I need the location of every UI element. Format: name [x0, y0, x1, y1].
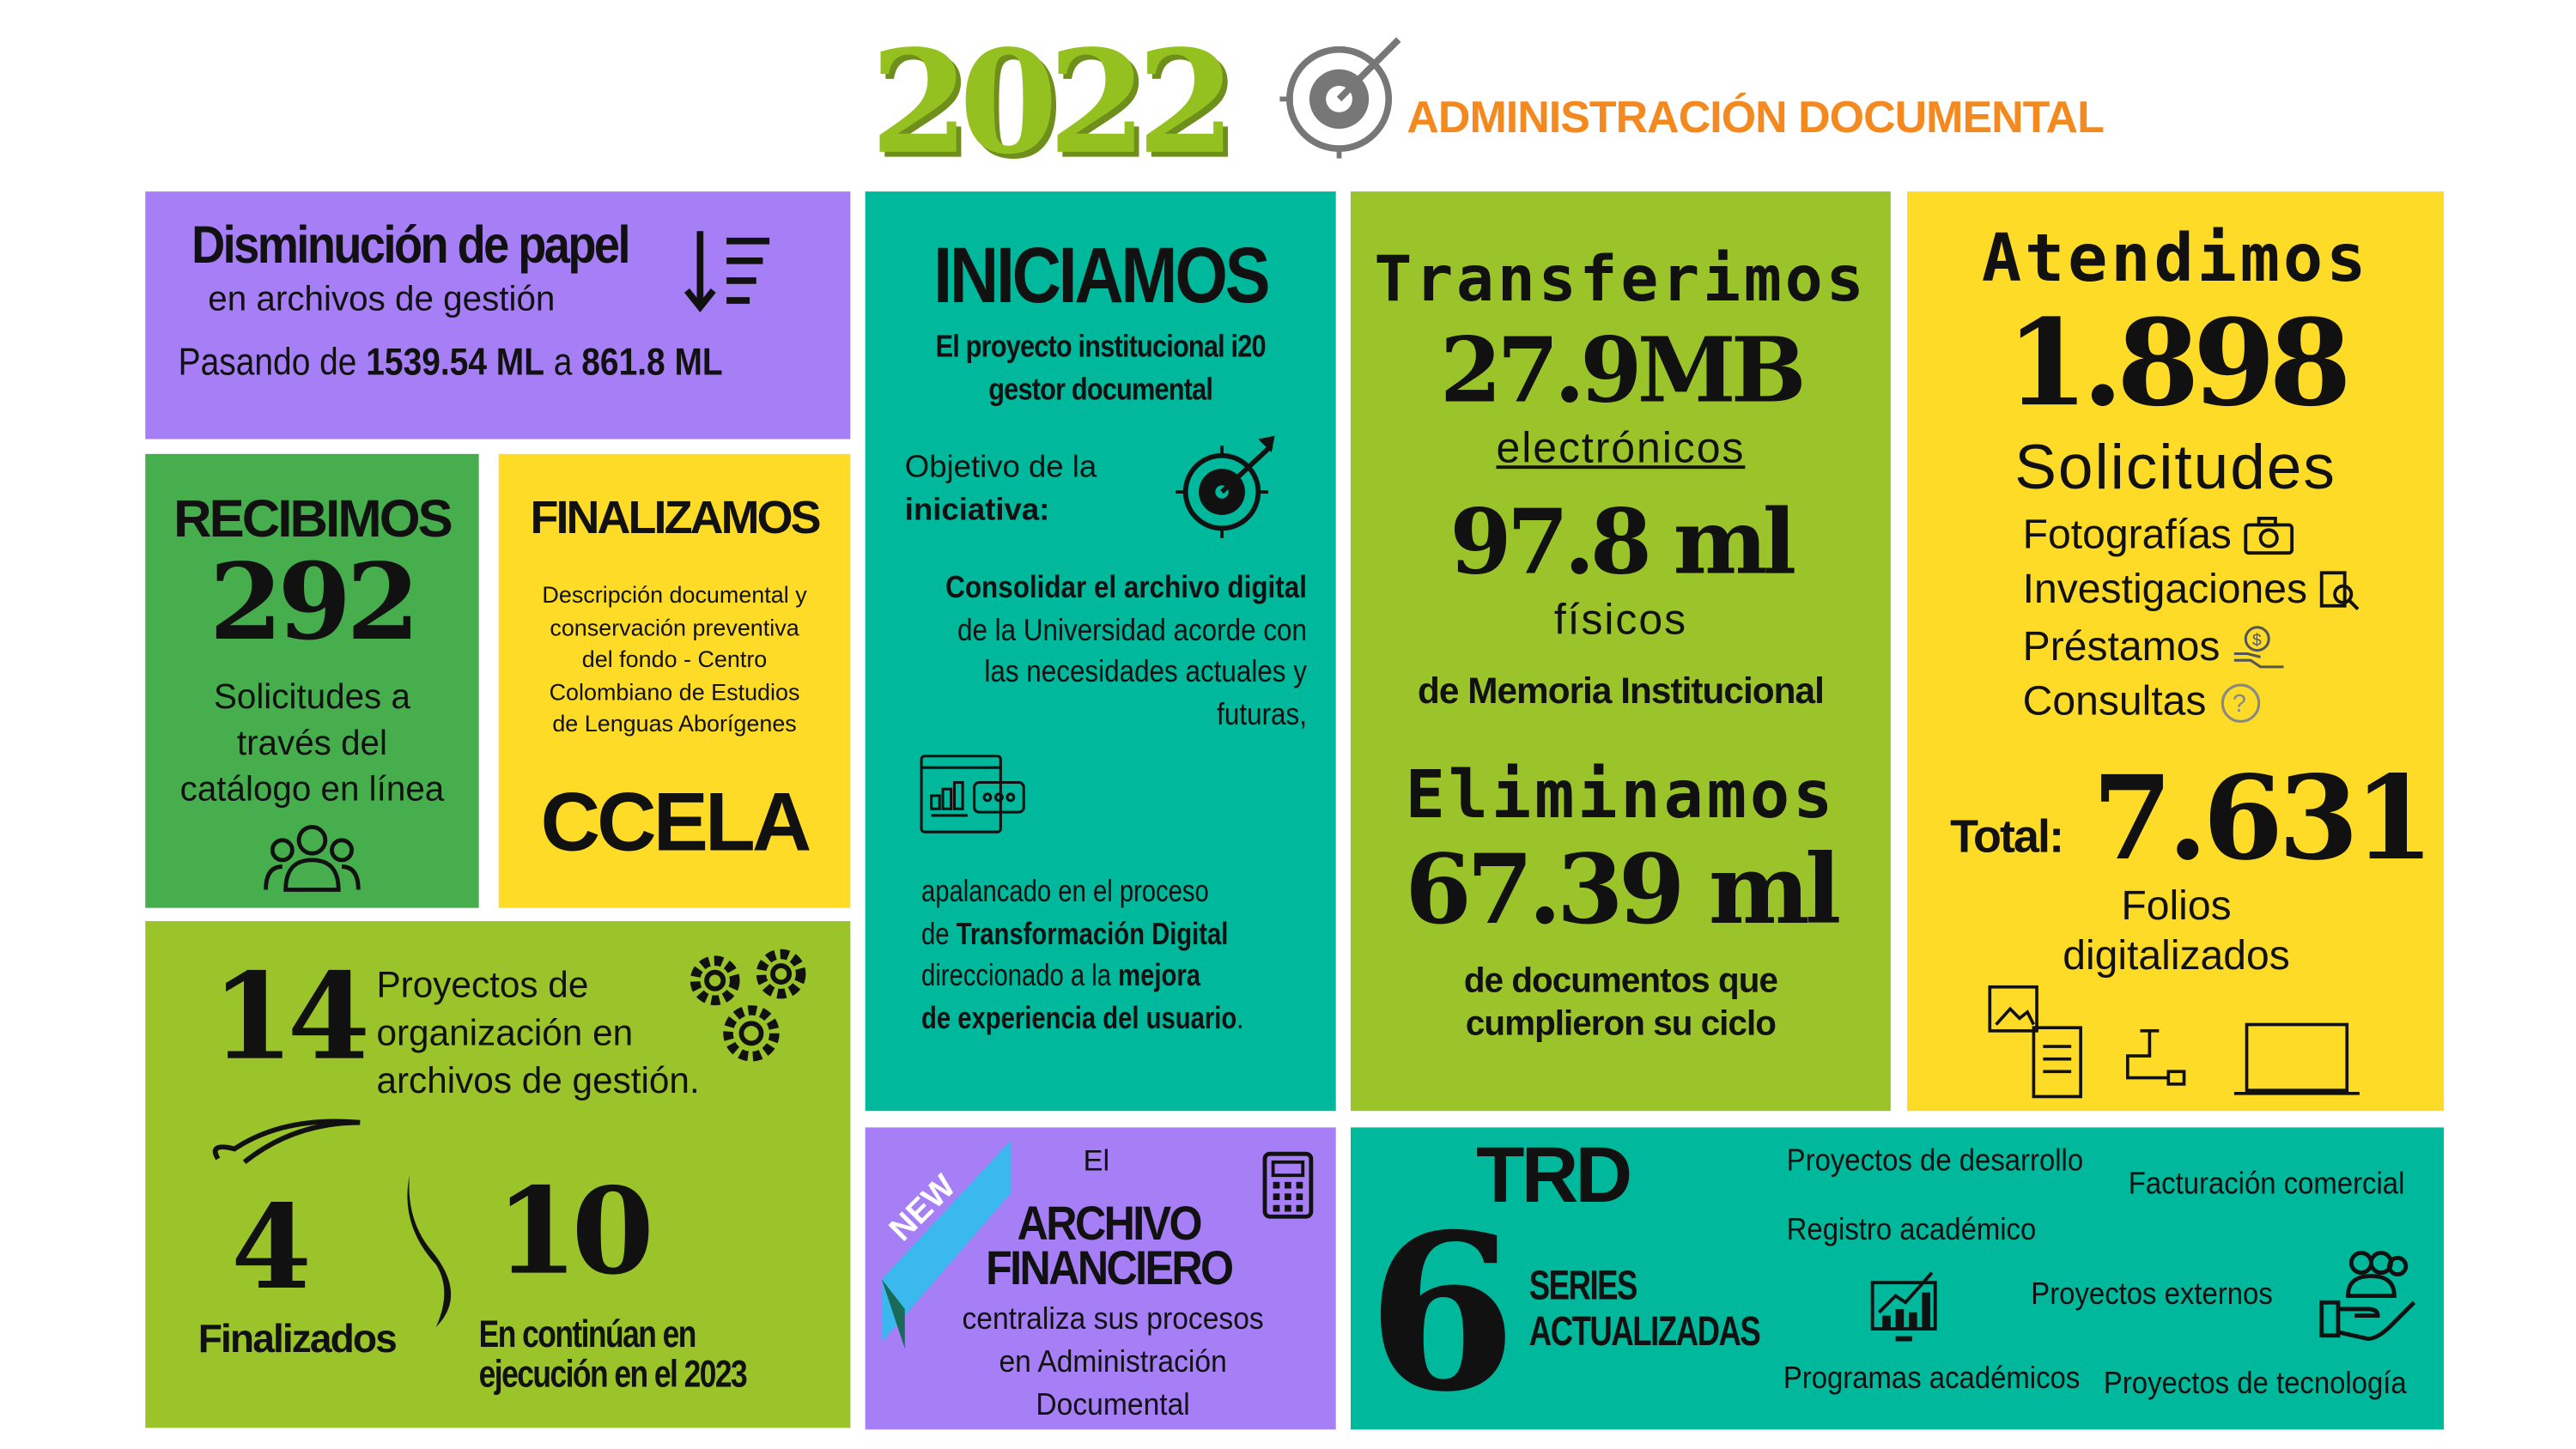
year-title: 2022	[870, 20, 1236, 187]
paper-to: 861.8 ML	[581, 340, 723, 384]
calculator-icon	[1261, 1150, 1315, 1220]
electronic-value: 27.9MB	[1439, 317, 1807, 423]
users-icon	[263, 821, 361, 894]
header-title: ADMINISTRACIÓN DOCUMENTAL	[1406, 92, 2104, 142]
panel-recibimos: RECIBIMOS 292 Solicitudes a través del c…	[145, 453, 479, 908]
flourish-decoration	[211, 1106, 363, 1172]
growth-chart-icon	[1866, 1266, 1945, 1345]
panel-atendimos: Atendimos 1.898 Solicitudes Fotografías …	[1907, 191, 2445, 1112]
iniciamos-title: INICIAMOS	[933, 233, 1271, 321]
svg-text:$: $	[2253, 633, 2263, 651]
target-icon	[1279, 30, 1412, 159]
projects-number: 14	[211, 945, 370, 1087]
panel-transferimos: Transferimos 27.9MB electrónicos 97.8 ml…	[1351, 191, 1891, 1112]
eliminated-value: 67.39 ml	[1405, 834, 1841, 946]
digitization-icons	[1977, 984, 2373, 1106]
question-icon: ?	[2218, 681, 2264, 727]
dashboard-chat-icon	[918, 753, 1027, 839]
panel-iniciamos: INICIAMOS El proyecto institucional i20 …	[865, 191, 1336, 1112]
finalizamos-title: FINALIZAMOS	[530, 492, 821, 543]
series-item: Proyectos de tecnología	[2103, 1367, 2407, 1402]
svg-text:?: ?	[2233, 691, 2246, 718]
new-ribbon	[866, 1127, 1014, 1349]
recibimos-title: RECIBIMOS	[173, 488, 453, 549]
paper-subtitle: en archivos de gestión	[208, 280, 556, 319]
series-item: Registro académico	[1786, 1213, 2037, 1248]
paper-title: Disminución de papel	[191, 214, 630, 275]
swirl-divider	[393, 1168, 459, 1333]
panel-archivo-financiero: NEW El ARCHIVO FINANCIERO centraliza sus…	[865, 1127, 1336, 1430]
paper-values: Pasando de 1539.54 ML a 861.8 ML	[178, 340, 723, 384]
ccela-acronym: CCELA	[540, 774, 812, 868]
physical-value: 97.8 ml	[1449, 488, 1796, 595]
series-item: Programas académicos	[1783, 1361, 2081, 1397]
requests-number: 1.898	[2005, 292, 2352, 433]
list-item: Fotografías	[2023, 508, 2362, 562]
finished-label: Finalizados	[197, 1317, 398, 1362]
trd-title: TRD	[1476, 1132, 1632, 1221]
panel-proyectos: 14 Proyectos de organización en archivos…	[145, 921, 851, 1428]
panel-trd: TRD 6 SERIES ACTUALIZADAS Proyectos de d…	[1351, 1127, 2445, 1440]
panel-finalizamos: FINALIZAMOS Descripción documental y con…	[498, 453, 851, 908]
atendimos-title: Atendimos	[1981, 221, 2370, 298]
money-hand-icon: $	[2232, 625, 2287, 675]
gears-icon	[682, 937, 821, 1073]
total-value: 7.631	[2092, 749, 2433, 887]
people-hand-icon	[2318, 1246, 2421, 1343]
series-item: Proyectos externos	[2031, 1277, 2273, 1313]
ongoing-number: 10	[495, 1160, 654, 1301]
list-item: Préstamos $	[2023, 621, 2362, 675]
eliminamos-title: Eliminamos	[1405, 757, 1837, 834]
finished-number: 4	[231, 1179, 312, 1316]
recibimos-number: 292	[209, 541, 420, 665]
panel-paper-reduction: Disminución de papel en archivos de gest…	[145, 191, 851, 440]
sort-descending-icon	[683, 227, 776, 313]
target-arrow-icon	[1172, 433, 1281, 542]
list-item: Consultas ?	[2023, 676, 2362, 730]
trd-number: 6	[1367, 1186, 1517, 1440]
transferimos-title: Transferimos	[1374, 242, 1868, 316]
list-item: Investigaciones	[2023, 563, 2362, 617]
document-search-icon	[2318, 570, 2361, 613]
camera-icon	[2243, 517, 2296, 557]
series-item: Proyectos de desarrollo	[1786, 1143, 2084, 1179]
series-item: Facturación comercial	[2128, 1167, 2405, 1202]
paper-from: 1539.54 ML	[366, 340, 544, 384]
